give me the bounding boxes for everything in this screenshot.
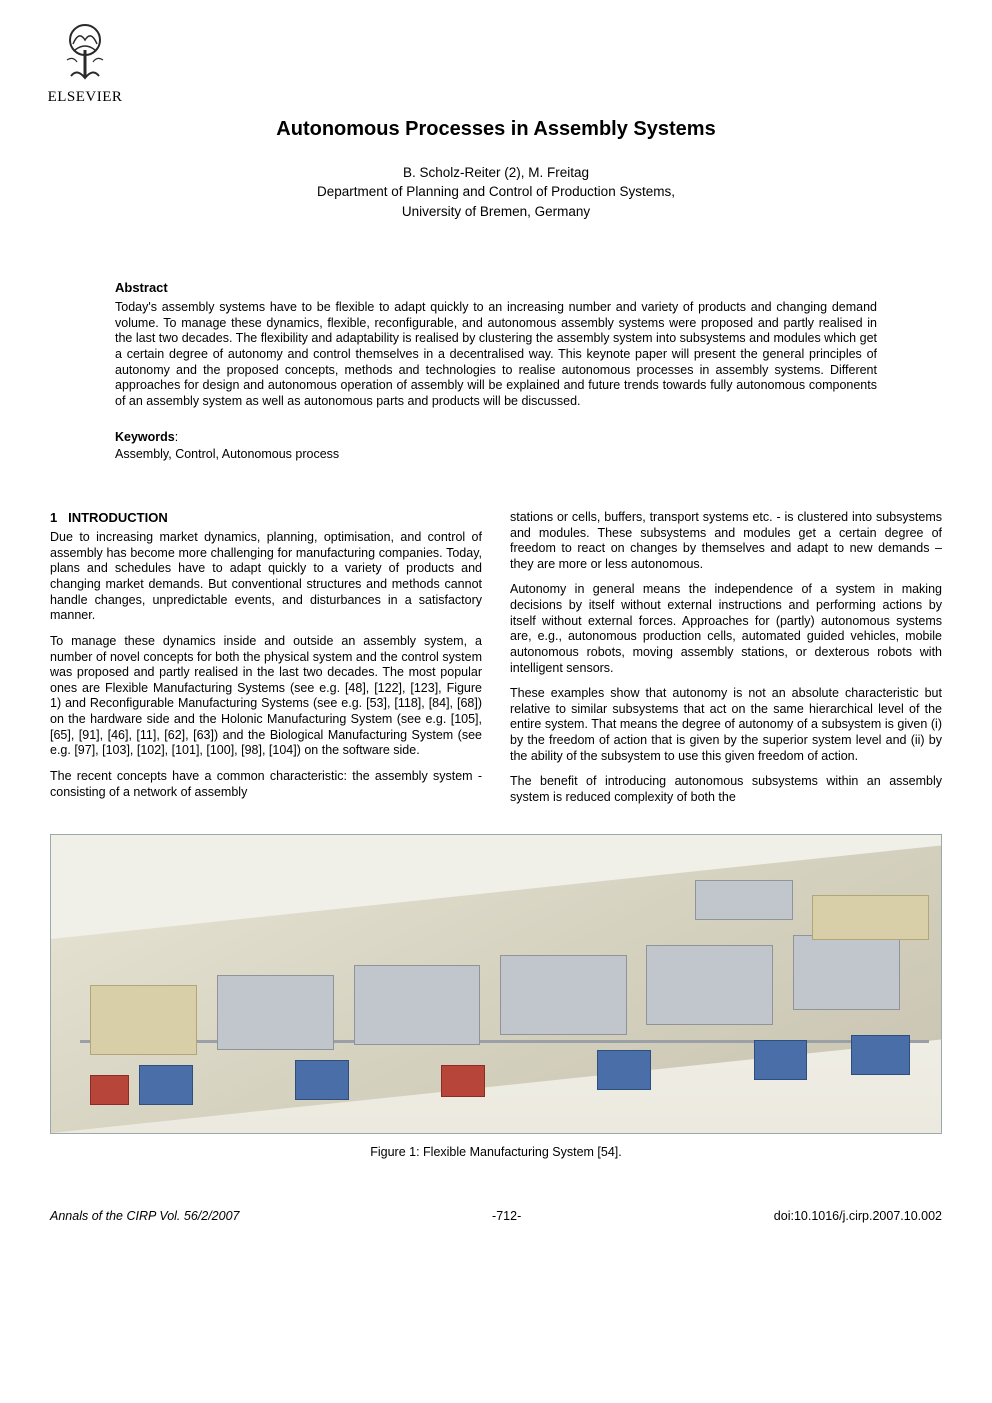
publisher-name: ELSEVIER xyxy=(40,88,130,108)
keywords-text: Assembly, Control, Autonomous process xyxy=(115,447,339,461)
figure-1: Figure 1: Flexible Manufacturing System … xyxy=(50,834,942,1160)
factory-machine xyxy=(695,880,793,920)
body-paragraph: Due to increasing market dynamics, plann… xyxy=(50,530,482,624)
body-paragraph: The recent concepts have a common charac… xyxy=(50,769,482,800)
factory-machine xyxy=(354,965,481,1045)
body-paragraph: These examples show that autonomy is not… xyxy=(510,686,942,764)
factory-machine xyxy=(139,1065,193,1105)
column-left: 1 INTRODUCTION Due to increasing market … xyxy=(50,510,482,816)
section-heading: 1 INTRODUCTION xyxy=(50,510,482,526)
factory-machine xyxy=(295,1060,349,1100)
factory-machine xyxy=(793,935,900,1010)
page-footer: Annals of the CIRP Vol. 56/2/2007 -712- … xyxy=(50,1208,942,1224)
factory-machine xyxy=(90,985,197,1055)
body-paragraph: To manage these dynamics inside and outs… xyxy=(50,634,482,759)
body-paragraph: Autonomy in general means the independen… xyxy=(510,582,942,676)
body-paragraph: stations or cells, buffers, transport sy… xyxy=(510,510,942,573)
abstract-text: Today's assembly systems have to be flex… xyxy=(115,300,877,409)
paper-title: Autonomous Processes in Assembly Systems xyxy=(40,116,952,142)
paper-affiliation-1: Department of Planning and Control of Pr… xyxy=(40,183,952,201)
factory-machine xyxy=(851,1035,910,1075)
publisher-logo: ELSEVIER xyxy=(40,20,130,108)
paper-authors: B. Scholz-Reiter (2), M. Freitag xyxy=(40,164,952,182)
abstract-heading: Abstract xyxy=(115,280,877,297)
footer-journal: Annals of the CIRP Vol. 56/2/2007 xyxy=(50,1208,239,1224)
figure-1-caption: Figure 1: Flexible Manufacturing System … xyxy=(50,1144,942,1160)
section-title: INTRODUCTION xyxy=(68,510,168,525)
factory-machine xyxy=(217,975,334,1050)
footer-page: -712- xyxy=(492,1208,521,1224)
keywords-heading: Keywords xyxy=(115,430,175,444)
section-number: 1 xyxy=(50,510,57,525)
body-columns: 1 INTRODUCTION Due to increasing market … xyxy=(50,510,942,816)
factory-machine xyxy=(597,1050,651,1090)
elsevier-tree-icon xyxy=(53,20,117,84)
factory-machine xyxy=(90,1075,129,1105)
factory-machine xyxy=(500,955,627,1035)
abstract-block: Abstract Today's assembly systems have t… xyxy=(115,280,877,409)
column-right: stations or cells, buffers, transport sy… xyxy=(510,510,942,816)
keywords-block: Keywords: Assembly, Control, Autonomous … xyxy=(115,429,877,462)
footer-doi: doi:10.1016/j.cirp.2007.10.002 xyxy=(774,1208,942,1224)
factory-machine xyxy=(646,945,773,1025)
body-paragraph: The benefit of introducing autonomous su… xyxy=(510,774,942,805)
factory-machine xyxy=(754,1040,808,1080)
figure-1-illustration xyxy=(50,834,942,1134)
factory-machine xyxy=(812,895,929,940)
factory-machine xyxy=(441,1065,485,1097)
paper-affiliation-2: University of Bremen, Germany xyxy=(40,203,952,221)
